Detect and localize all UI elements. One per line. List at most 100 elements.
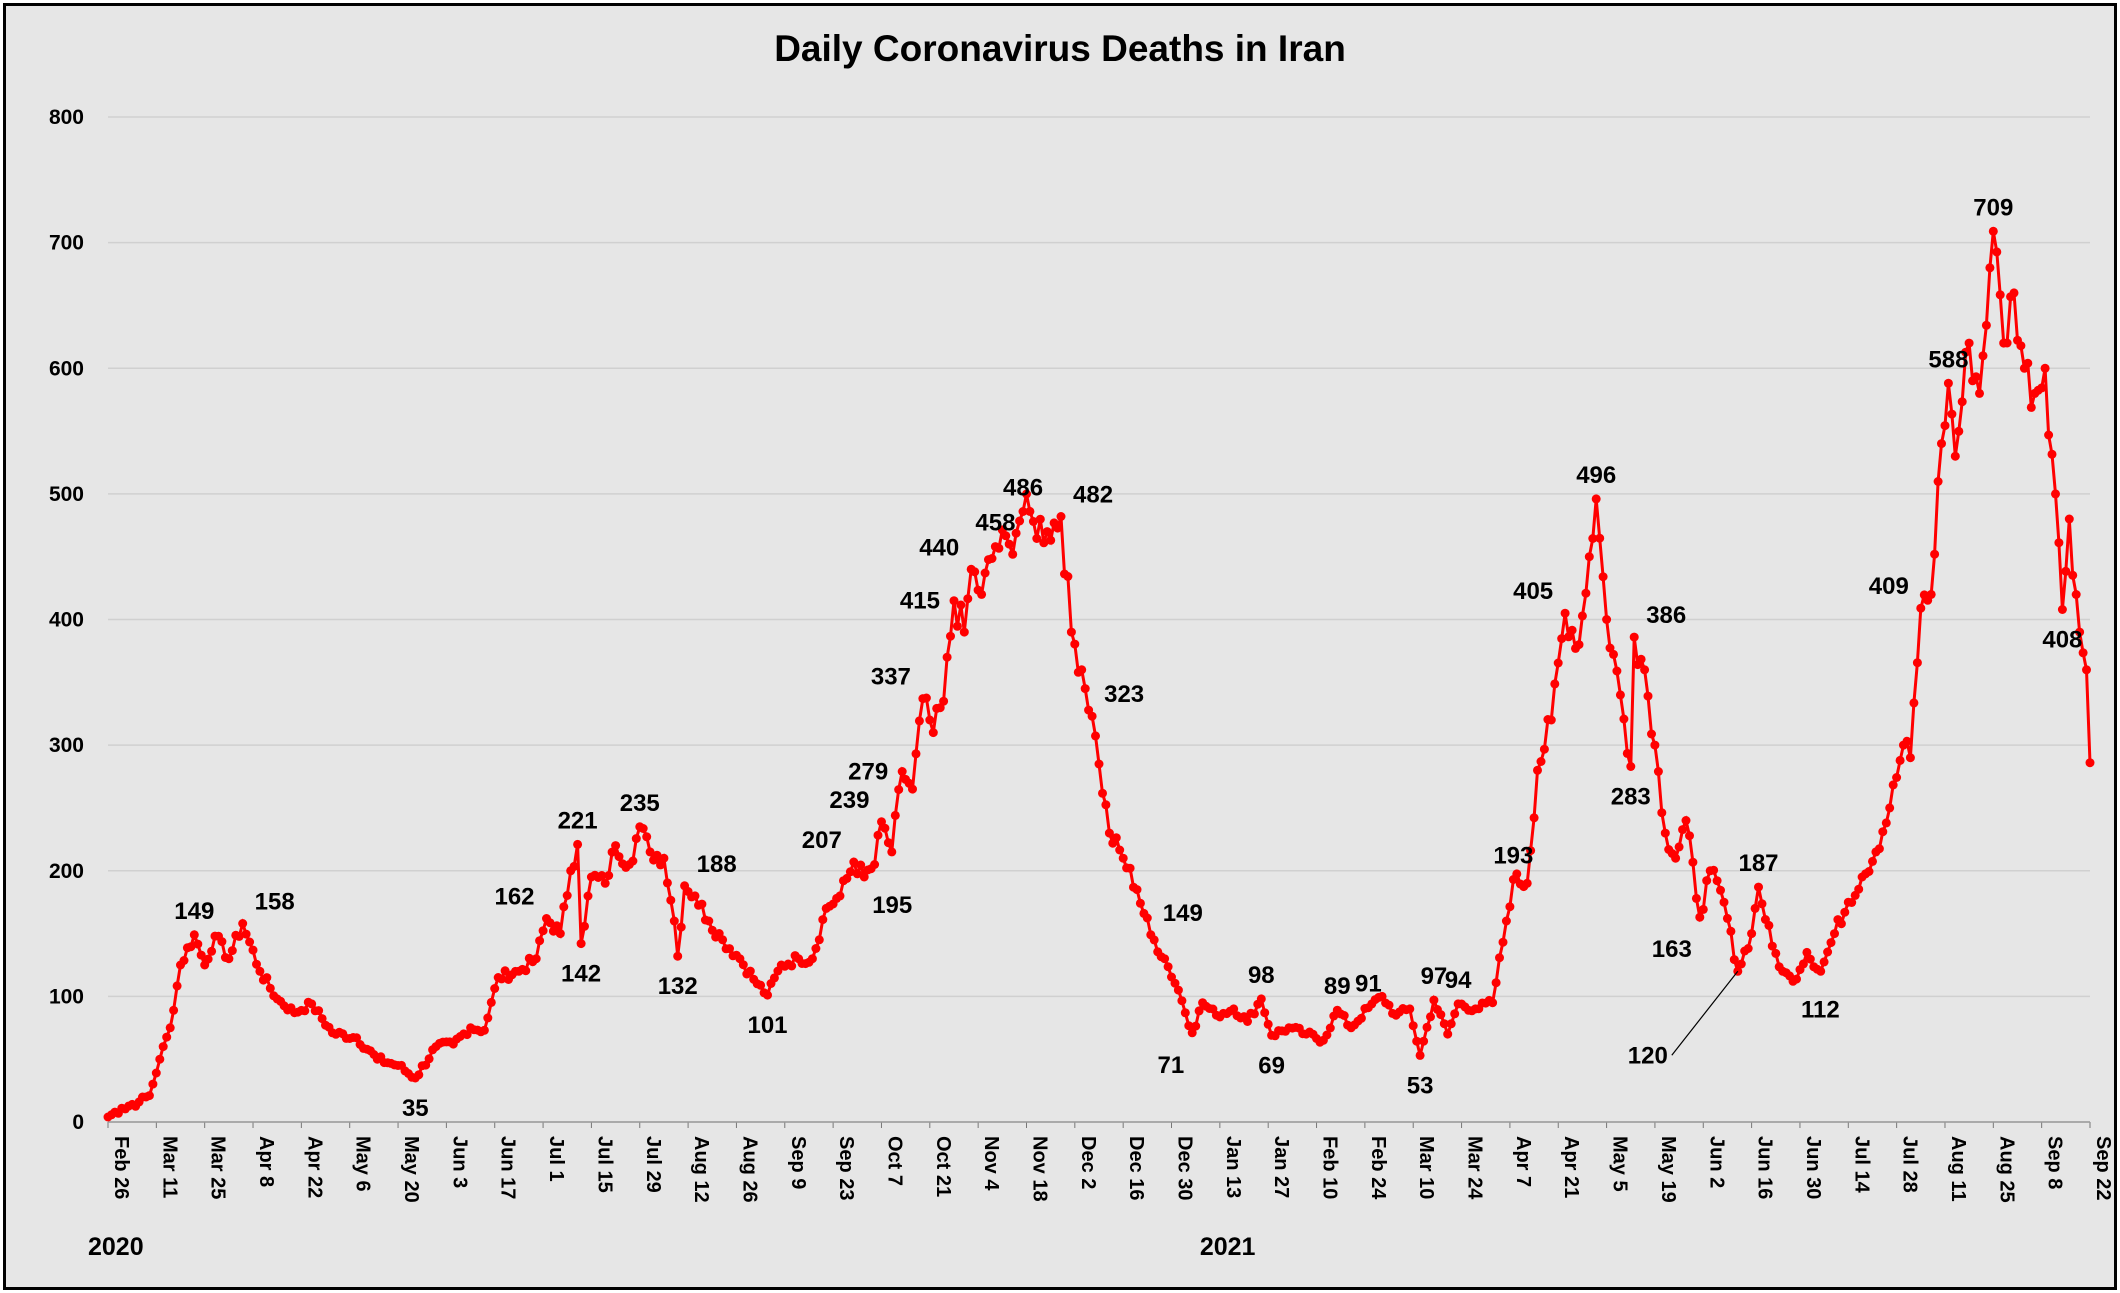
data-point [845,867,855,877]
x-tick-label: Oct 7 [883,1136,905,1186]
data-point [638,824,648,833]
data-point [1864,867,1874,876]
data-point [1819,957,1829,967]
data-point [914,716,924,726]
data-point [1560,608,1570,618]
chart-frame: Daily Coronavirus Deaths in Iran [3,3,2117,1290]
annotation-label-101: 101 [747,1012,787,1039]
data-point [1098,788,1107,798]
annotation-label-458: 458 [975,510,1015,537]
data-point [1992,247,2002,257]
data-point [1767,941,1777,951]
annotation-label-120: 120 [1628,1042,1668,1069]
data-point [1553,658,1563,668]
x-tick-label: Feb 26 [110,1136,132,1199]
data-point [2071,590,2081,599]
data-point [1066,627,1076,637]
annotation-label-142: 142 [561,961,601,988]
data-point [224,954,234,964]
data-point [1643,691,1653,701]
data-point [894,785,904,795]
data-point [1046,535,1056,545]
data-point [1937,439,1946,449]
data-point [2051,489,2060,499]
annotation-label-283: 283 [1611,783,1651,810]
data-point [252,959,261,969]
data-point [852,869,862,879]
data-point [1015,516,1025,526]
data-point [1077,665,1087,675]
annotation-label-482: 482 [1073,481,1113,508]
data-point [1698,904,1708,914]
data-point [2026,402,2036,412]
data-point [1163,962,1173,972]
data-point [1501,916,1511,926]
data-point [1916,603,1926,613]
data-point [645,847,655,857]
data-point [1184,1021,1194,1031]
data-point [859,872,869,882]
data-point [756,980,766,990]
x-tick-label: Jul 29 [642,1136,664,1193]
data-point [956,600,966,610]
data-point [2044,430,2054,440]
data-point [1905,753,1915,763]
annotation-label-323: 323 [1104,681,1144,708]
data-point [1018,507,1028,516]
data-point [172,981,182,991]
data-point [1173,985,1183,995]
data-point [921,693,931,703]
x-tick-label: Apr 21 [1560,1136,1582,1198]
data-point [1685,831,1694,841]
data-point [531,954,541,964]
data-point [1533,765,1542,775]
data-point [552,921,562,931]
x-tick-label: Dec 16 [1125,1136,1147,1201]
data-point [807,954,817,964]
data-point [189,930,199,940]
data-point [1035,514,1045,524]
data-point [1111,833,1121,843]
data-point [1847,898,1857,907]
data-point [835,891,845,901]
data-point [987,554,997,563]
annotation-label-221: 221 [558,807,598,834]
data-point [1612,666,1622,676]
data-point [1933,477,1943,486]
annotation-label-588: 588 [1928,346,1968,373]
x-tick-label: Jun 2 [1705,1136,1727,1188]
data-point [1878,827,1888,837]
data-point [1588,534,1598,543]
data-point [887,847,897,857]
annotation-label-132: 132 [658,973,698,1000]
annotation-label-193: 193 [1493,843,1533,870]
data-point [890,810,900,820]
data-point [1736,959,1746,969]
data-point [1995,290,2005,300]
x-tick-label: Aug 11 [1947,1136,1969,1202]
data-point [1747,929,1757,939]
data-point [1187,1028,1197,1038]
data-point [908,784,917,794]
data-point [631,834,641,844]
data-point [1954,426,1964,436]
x-tick-label: Jun 17 [497,1136,519,1199]
data-point [939,696,949,706]
annotation-label-207: 207 [802,827,842,854]
x-tick-label: Sep 23 [835,1136,857,1200]
data-point [234,931,244,941]
data-point [1957,397,1967,407]
data-point [1892,773,1902,782]
x-tick-label: Feb 10 [1319,1136,1341,1199]
y-tick-label-500: 500 [49,483,84,506]
data-point [2068,570,2078,580]
data-point [1550,679,1560,689]
data-point [1650,740,1660,750]
data-point [1802,947,1812,957]
data-point [1070,639,1080,649]
data-point [1118,853,1128,863]
x-tick-label: May 6 [352,1136,374,1192]
data-point [1450,1009,1460,1019]
data-point [1961,347,1971,357]
data-point [1512,869,1522,879]
